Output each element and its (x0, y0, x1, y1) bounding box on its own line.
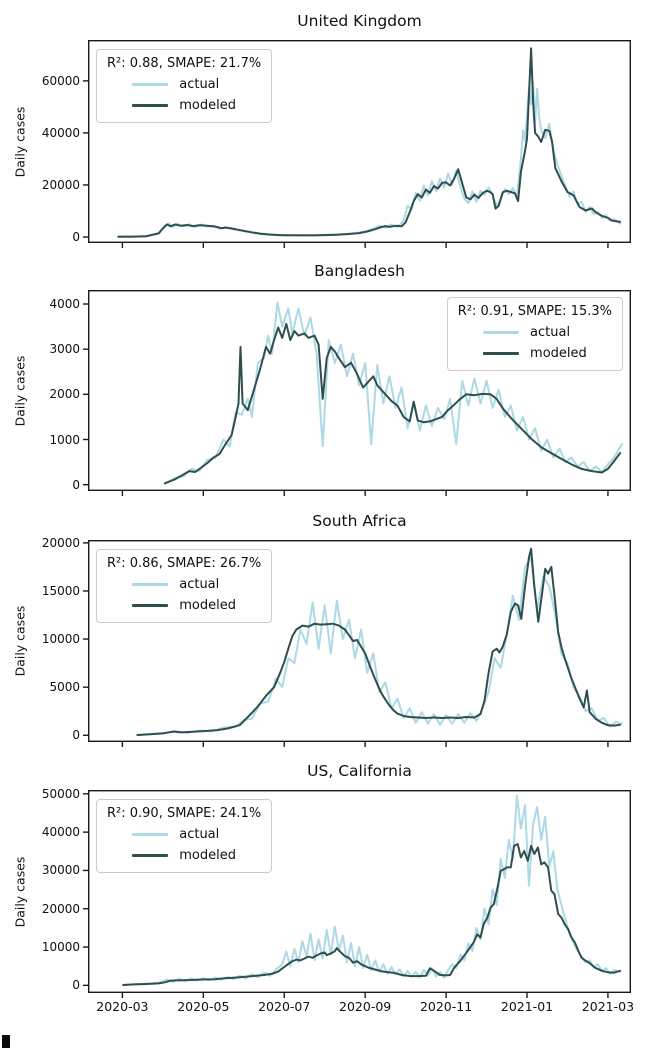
modeled-line-swatch (132, 854, 169, 857)
plot-area (83, 789, 631, 998)
legend-stats: R²: 0.90, SMAPE: 24.1% (107, 806, 262, 821)
axes-frame (87, 289, 631, 492)
y-axis-label: Daily cases (12, 106, 28, 177)
legend-entries: actual modeled (132, 574, 236, 616)
y-tick-label: 0 (72, 230, 80, 244)
y-tick-label: 10000 (41, 940, 80, 955)
actual-line (136, 556, 624, 737)
chart-title: Bangladesh (314, 262, 405, 280)
y-tick-label: 50000 (41, 786, 80, 801)
y-tick-label: 60000 (41, 73, 80, 88)
legend-label-modeled: modeled (179, 848, 236, 863)
plot-area (83, 539, 631, 747)
modeled-line (122, 843, 622, 986)
legend-entries: actual modeled (132, 824, 236, 866)
actual-line-swatch (132, 83, 169, 86)
x-tick-label: 2021-01 (500, 999, 554, 1014)
legend-label-actual: actual (179, 827, 220, 842)
modeled-line-swatch (132, 104, 169, 107)
modeled-line (136, 547, 622, 736)
legend-label-actual: actual (179, 577, 220, 592)
y-tick-label: 2000 (49, 387, 80, 402)
legend-entry-actual: actual (483, 322, 587, 343)
legend: R²: 0.88, SMAPE: 21.7% actual modeled (96, 49, 273, 123)
y-tick-label: 5000 (49, 680, 80, 695)
legend-label-modeled: modeled (179, 598, 236, 613)
axes-frame (87, 539, 631, 743)
modeled-line (163, 322, 622, 485)
actual-line-swatch (483, 331, 520, 334)
axes-frame (87, 789, 631, 994)
legend-entry-modeled: modeled (483, 343, 587, 364)
x-tick-label: 2021-03 (581, 999, 635, 1014)
legend-stats: R²: 0.86, SMAPE: 26.7% (107, 556, 262, 571)
legend-stats: R²: 0.91, SMAPE: 15.3% (457, 304, 612, 319)
legend-label-actual: actual (530, 325, 571, 340)
legend-label-modeled: modeled (530, 346, 587, 361)
y-tick-label: 20000 (41, 177, 80, 192)
x-tick-label: 2020-05 (177, 999, 230, 1014)
y-tick-label: 20000 (41, 535, 80, 550)
modeled-line-swatch (132, 604, 169, 607)
chart-title: United Kingdom (297, 12, 422, 30)
legend-entries: actual modeled (483, 322, 587, 364)
actual-line (163, 301, 624, 485)
y-tick-label: 20000 (41, 901, 80, 916)
plot-area (83, 39, 631, 248)
legend-entry-modeled: modeled (132, 95, 236, 116)
y-tick-label: 1000 (49, 432, 80, 447)
legend: R²: 0.86, SMAPE: 26.7% actual modeled (96, 549, 273, 623)
legend: R²: 0.90, SMAPE: 24.1% actual modeled (96, 799, 273, 873)
legend-entry-modeled: modeled (132, 845, 236, 866)
actual-line-swatch (132, 833, 169, 836)
y-tick-label: 0 (72, 477, 80, 492)
y-tick-label: 3000 (49, 342, 80, 357)
modeled-line (117, 47, 622, 238)
x-tick-label: 2020-09 (339, 999, 392, 1014)
y-tick-label: 40000 (41, 825, 80, 840)
actual-line-swatch (132, 583, 169, 586)
modeled-line-swatch (483, 352, 520, 355)
y-tick-label: 10000 (41, 632, 80, 647)
legend-entry-actual: actual (132, 574, 236, 595)
x-tick-label: 2020-07 (258, 999, 311, 1014)
y-tick-label: 4000 (49, 297, 80, 311)
legend-entry-actual: actual (132, 74, 236, 95)
y-tick-label: 0 (72, 978, 80, 993)
legend-label-modeled: modeled (179, 98, 236, 113)
x-tick-label: 2020-03 (96, 999, 149, 1014)
y-tick-label: 0 (72, 728, 80, 743)
axes-frame (87, 39, 631, 244)
caption-text-fragment (2, 1035, 10, 1048)
legend-stats: R²: 0.88, SMAPE: 21.7% (107, 56, 262, 71)
legend-entry-modeled: modeled (132, 595, 236, 616)
y-tick-label: 30000 (41, 863, 80, 878)
plot-area (83, 289, 631, 496)
legend-entries: actual modeled (132, 74, 236, 116)
legend-label-actual: actual (179, 77, 220, 92)
chart-title: US, California (307, 762, 412, 780)
y-tick-label: 15000 (41, 583, 80, 598)
legend: R²: 0.91, SMAPE: 15.3% actual modeled (446, 297, 623, 371)
legend-entry-actual: actual (132, 824, 236, 845)
x-tick-label: 2020-11 (419, 999, 473, 1014)
chart-title: South Africa (312, 512, 407, 530)
y-tick-label: 40000 (41, 125, 80, 140)
